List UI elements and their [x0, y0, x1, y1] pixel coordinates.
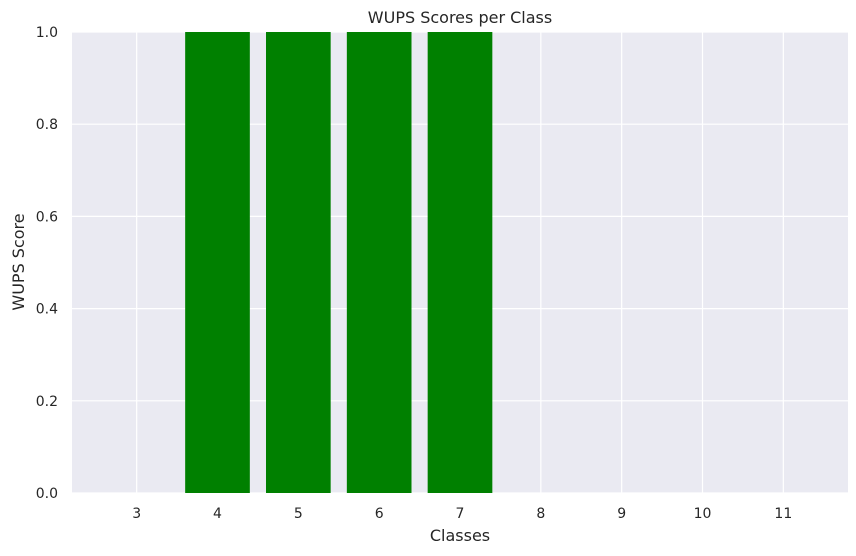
y-tick-label: 0.0 — [36, 486, 58, 502]
x-tick-label: 6 — [375, 506, 384, 522]
x-axis-label: Classes — [430, 526, 490, 545]
bar-class-6 — [346, 32, 412, 493]
x-tick-label: 9 — [617, 506, 626, 522]
x-tick-label: 10 — [694, 506, 712, 522]
y-tick-label: 0.4 — [36, 302, 58, 318]
x-tick-labels: 3 4 5 6 7 8 9 10 11 — [132, 506, 792, 522]
bar-class-7 — [427, 32, 493, 493]
y-axis-label: WUPS Score — [9, 213, 28, 310]
x-tick-label: 7 — [456, 506, 465, 522]
y-tick-labels: 0.0 0.2 0.4 0.6 0.8 1.0 — [36, 25, 58, 502]
x-tick-label: 5 — [294, 506, 303, 522]
x-tick-label: 8 — [536, 506, 545, 522]
x-tick-label: 3 — [132, 506, 141, 522]
x-tick-label: 11 — [774, 506, 792, 522]
bar-class-5 — [266, 32, 331, 493]
y-tick-label: 0.2 — [36, 394, 58, 410]
y-tick-label: 0.6 — [36, 209, 58, 225]
y-tick-label: 0.8 — [36, 117, 58, 133]
y-tick-label: 1.0 — [36, 25, 58, 41]
bars — [185, 32, 493, 493]
chart-title: WUPS Scores per Class — [368, 8, 552, 27]
bar-class-4 — [185, 32, 250, 493]
x-tick-label: 4 — [213, 506, 222, 522]
